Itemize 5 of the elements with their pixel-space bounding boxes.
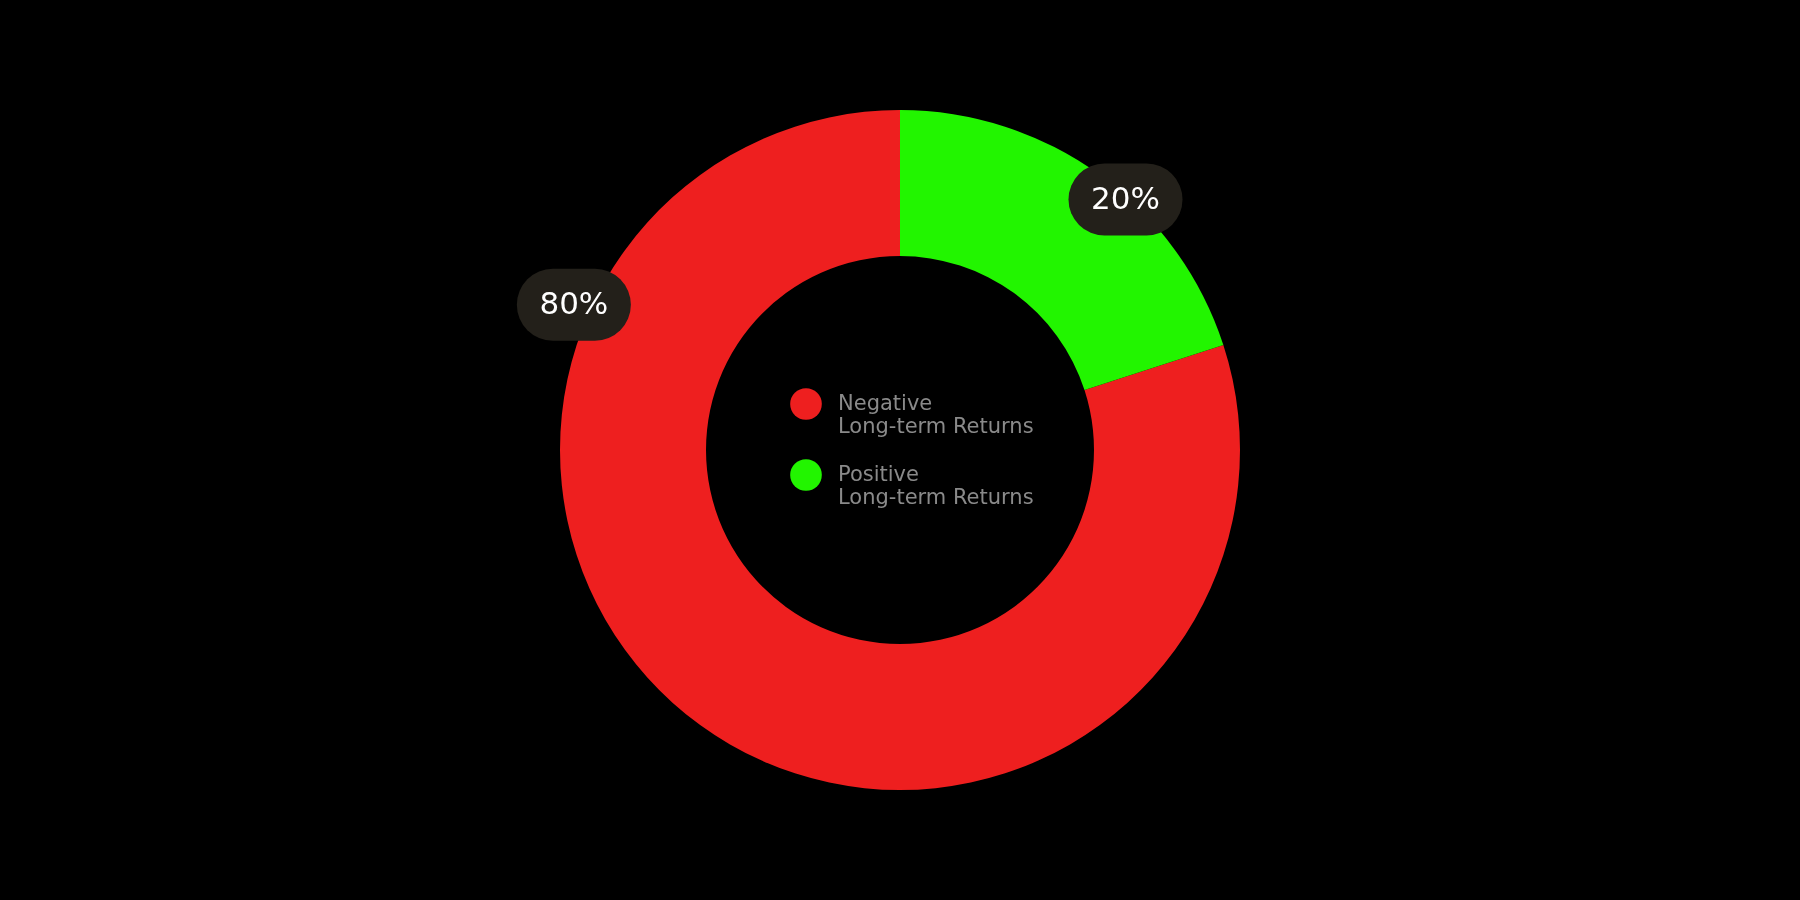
data-label: 80%: [539, 284, 609, 321]
legend-label: Negative Long-term Returns: [838, 391, 1034, 438]
donut-slice: [900, 110, 1224, 391]
data-label: 20%: [1091, 179, 1160, 216]
legend-label: Positive Long-term Returns: [838, 462, 1034, 509]
